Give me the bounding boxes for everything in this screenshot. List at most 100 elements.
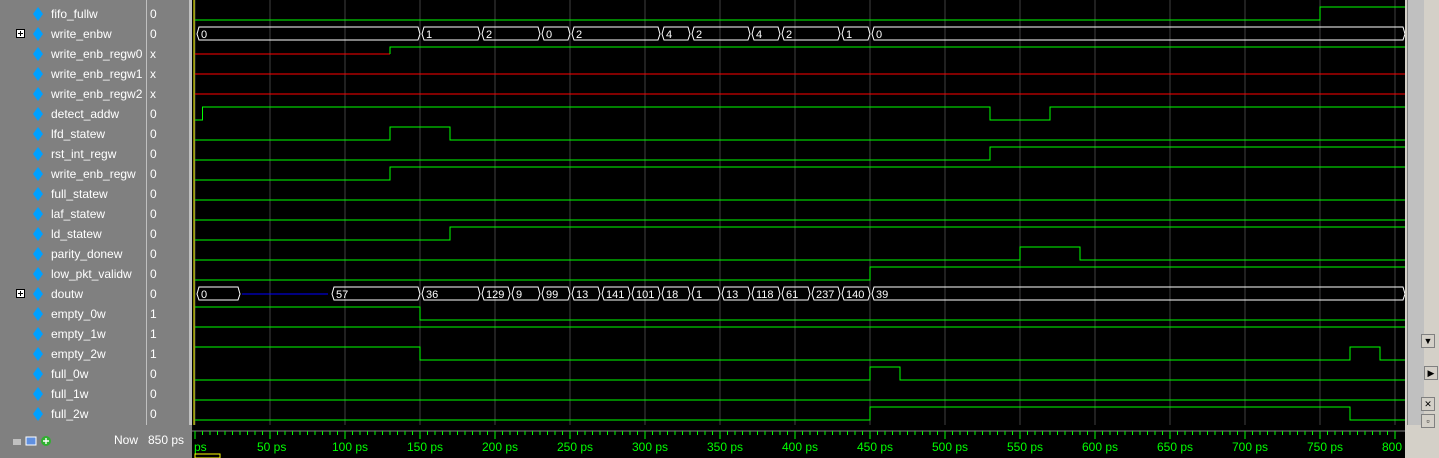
bus-segment bbox=[481, 26, 541, 41]
waveform-canvas[interactable]: 0 1 2 0 2 4 2 4 2 1 00 57 36 129 9 99 13 141 101 18 1 13 118 61… bbox=[192, 0, 1405, 425]
signal-name[interactable]: empty_2w bbox=[51, 347, 106, 361]
close-button[interactable]: ✕ bbox=[1421, 397, 1435, 411]
signal-diamond-icon bbox=[33, 287, 43, 301]
signal-value: x bbox=[150, 47, 156, 61]
waveform-lfd_statew[interactable] bbox=[195, 126, 1405, 141]
bus-segment bbox=[196, 286, 241, 301]
waveform-write_enbw[interactable]: 0 1 2 0 2 4 2 4 2 1 0 bbox=[196, 26, 1405, 41]
bit-trace bbox=[195, 406, 1405, 421]
now-label: Now bbox=[114, 433, 139, 447]
signal-diamond-icon bbox=[33, 27, 43, 41]
waveform-write_enb_regw0[interactable] bbox=[195, 46, 1405, 55]
signal-name[interactable]: laf_statew bbox=[51, 207, 106, 221]
signal-value: 0 bbox=[150, 27, 157, 41]
bus-value: 9 bbox=[516, 289, 522, 301]
signal-name[interactable]: fifo_fullw bbox=[51, 7, 98, 21]
cursor-icons[interactable] bbox=[12, 434, 54, 452]
time-ruler[interactable]: ps 50 ps 100 ps 150 ps 200 ps 250 ps 300 ps 350… bbox=[192, 425, 1405, 458]
scroll-right-button[interactable]: ▶ bbox=[1424, 366, 1438, 380]
bus-segment bbox=[661, 26, 691, 41]
signal-diamond-icon bbox=[33, 87, 43, 101]
signal-diamond-icon bbox=[33, 187, 43, 201]
signal-name[interactable]: write_enb_regw0 bbox=[51, 47, 143, 61]
bus-value: 39 bbox=[876, 289, 888, 301]
signal-name[interactable]: low_pkt_validw bbox=[51, 267, 132, 281]
ruler-label: ps bbox=[194, 440, 207, 454]
waveform-low_pkt_validw[interactable] bbox=[195, 266, 1405, 281]
signal-name[interactable]: rst_int_regw bbox=[51, 147, 117, 161]
bus-segment bbox=[421, 26, 481, 41]
bit-trace bbox=[195, 366, 1405, 381]
signal-diamond-icon bbox=[33, 207, 43, 221]
signal-name[interactable]: write_enb_regw1 bbox=[51, 67, 143, 81]
signal-name[interactable]: full_2w bbox=[51, 407, 89, 421]
pane-divider[interactable] bbox=[189, 0, 192, 458]
signal-value: 0 bbox=[150, 7, 157, 21]
signal-name[interactable]: full_0w bbox=[51, 367, 89, 381]
signal-name[interactable]: full_statew bbox=[51, 187, 108, 201]
waveform-empty_2w[interactable] bbox=[195, 346, 1405, 361]
signal-value: 0 bbox=[150, 167, 157, 181]
ruler-label: 150 ps bbox=[407, 440, 443, 454]
signal-value: 0 bbox=[150, 107, 157, 121]
signal-name[interactable]: full_1w bbox=[51, 387, 89, 401]
waveform-fifo_fullw[interactable] bbox=[195, 6, 1405, 21]
expand-icon[interactable] bbox=[16, 289, 25, 298]
signal-name[interactable]: write_enb_regw bbox=[51, 167, 136, 181]
waveform-empty_0w[interactable] bbox=[195, 306, 1405, 321]
ruler-label: 450 ps bbox=[857, 440, 893, 454]
signal-name[interactable]: detect_addw bbox=[51, 107, 120, 121]
bus-segment bbox=[541, 26, 571, 41]
bus-segment bbox=[421, 286, 481, 301]
waveform-full_2w[interactable] bbox=[195, 406, 1405, 421]
signal-name[interactable]: write_enbw bbox=[51, 27, 112, 41]
signal-name[interactable]: doutw bbox=[51, 287, 84, 301]
waveform-ld_statew[interactable] bbox=[195, 226, 1405, 241]
signal-diamond-icon bbox=[33, 147, 43, 161]
vertical-scrollbar[interactable] bbox=[1407, 0, 1424, 425]
waveform-full_0w[interactable] bbox=[195, 366, 1405, 381]
bus-segment bbox=[871, 26, 1405, 41]
ruler-label: 600 ps bbox=[1082, 440, 1118, 454]
bus-value: 118 bbox=[756, 289, 774, 301]
signal-name[interactable]: ld_statew bbox=[51, 227, 102, 241]
lock-icon[interactable] bbox=[13, 439, 21, 445]
dock-button[interactable]: ▫ bbox=[1421, 414, 1435, 428]
signal-name[interactable]: lfd_statew bbox=[51, 127, 106, 141]
bus-value: 18 bbox=[666, 289, 678, 301]
bus-value: 1 bbox=[696, 289, 702, 301]
bus-value: 141 bbox=[606, 289, 624, 301]
signal-name[interactable]: empty_0w bbox=[51, 307, 106, 321]
ruler-label: 100 ps bbox=[332, 440, 368, 454]
signal-value: 1 bbox=[150, 307, 157, 321]
cursor-add-icon[interactable] bbox=[25, 436, 37, 446]
bus-segment bbox=[511, 286, 541, 301]
signal-name[interactable]: parity_donew bbox=[51, 247, 123, 261]
bus-segment bbox=[196, 26, 421, 41]
bus-segment bbox=[331, 286, 421, 301]
pane-divider[interactable] bbox=[146, 0, 147, 458]
bus-segment bbox=[481, 286, 511, 301]
waveform-doutw[interactable]: 0 57 36 129 9 99 13 141 101 18 1 13 118 61 237 140 39 bbox=[196, 286, 1405, 301]
bus-value: 2 bbox=[486, 29, 492, 41]
bus-value: 57 bbox=[336, 289, 348, 301]
signal-name[interactable]: write_enb_regw2 bbox=[51, 87, 143, 101]
signal-value: 0 bbox=[150, 127, 157, 141]
bit-trace bbox=[195, 106, 1405, 121]
waveform-write_enb_regw[interactable] bbox=[195, 166, 1405, 181]
waveform-rst_int_regw[interactable] bbox=[195, 146, 1405, 161]
waveform-detect_addw[interactable] bbox=[195, 106, 1405, 121]
chevron-down-icon: ▼ bbox=[1423, 336, 1433, 346]
expand-icon[interactable] bbox=[16, 29, 25, 38]
bus-value: 99 bbox=[546, 289, 558, 301]
cursor-marker[interactable] bbox=[194, 453, 221, 458]
ruler-label: 800 ps bbox=[1382, 440, 1405, 454]
scroll-down-button[interactable]: ▼ bbox=[1421, 334, 1435, 348]
bit-trace bbox=[195, 226, 1405, 241]
waveform-parity_donew[interactable] bbox=[195, 246, 1405, 261]
ruler-label: 750 ps bbox=[1307, 440, 1343, 454]
signal-name[interactable]: empty_1w bbox=[51, 327, 106, 341]
plus-icon[interactable] bbox=[41, 436, 51, 446]
